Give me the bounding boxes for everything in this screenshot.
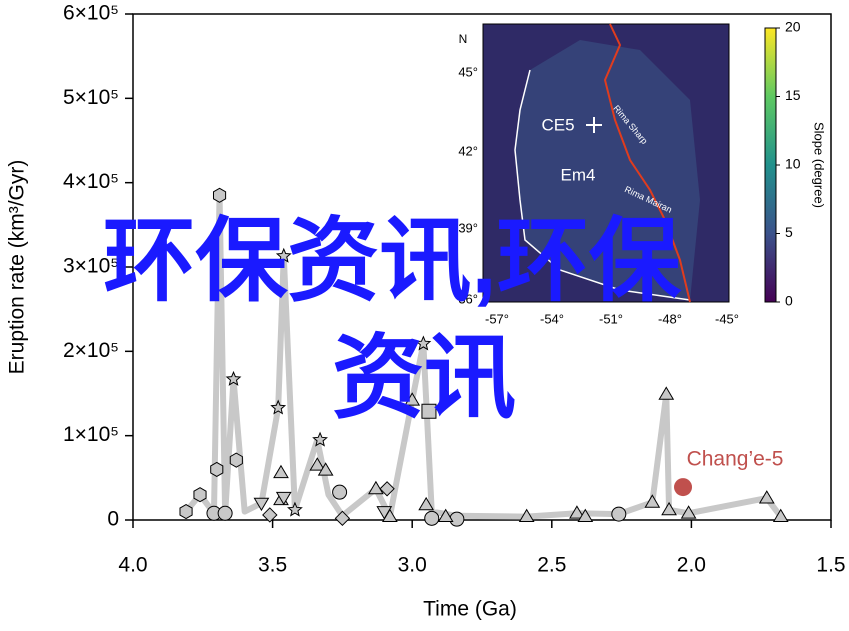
x-axis-label: Time (Ga)	[423, 598, 517, 621]
y-tick-label: 6×10⁵	[63, 2, 119, 25]
marker	[376, 506, 393, 520]
y-tick-label: 4×10⁵	[63, 170, 119, 193]
lon-label: -48°	[658, 311, 682, 326]
y-tick-label: 0	[107, 508, 119, 531]
marker	[772, 508, 789, 523]
mare-boundary	[514, 69, 691, 301]
marker	[418, 496, 435, 511]
x-tick-label: 2.0	[677, 554, 706, 577]
marker	[179, 503, 193, 520]
north-label: N	[459, 32, 468, 46]
lon-label: -51°	[599, 311, 623, 326]
marker	[379, 481, 395, 497]
lat-label: 39°	[458, 220, 478, 235]
inset-map: N45°42°39°36°-57° -54° -51° -48° -45°CE5Em4R…	[458, 19, 826, 327]
marker	[317, 462, 334, 476]
x-tick-label: 1.5	[816, 554, 845, 577]
annotation-label: Chang’e-5	[687, 448, 784, 471]
marker	[415, 335, 432, 351]
watermark: 环保资讯,环保	[103, 210, 682, 312]
marker	[287, 501, 303, 517]
marker	[217, 505, 233, 521]
lat-label: 36°	[458, 291, 478, 306]
marker	[611, 506, 627, 522]
marker	[270, 399, 287, 415]
marker	[275, 491, 292, 506]
lon-label: -54°	[540, 311, 564, 326]
marker	[210, 461, 224, 477]
x-tick-label: 3.5	[258, 554, 287, 577]
x-tick-label: 2.5	[537, 554, 566, 577]
lat-label: 45°	[458, 64, 478, 79]
marker	[275, 247, 292, 263]
watermark: 资讯	[332, 327, 516, 429]
annotation-point	[674, 478, 693, 497]
y-tick-label: 1×10⁵	[63, 423, 119, 446]
marker	[658, 386, 675, 400]
site-label: Em4	[561, 165, 596, 184]
marker	[309, 457, 326, 471]
mare-area	[515, 40, 700, 300]
marker	[404, 392, 421, 406]
x-tick-label: 4.0	[118, 554, 147, 577]
colorbar-tick-label: 10	[785, 156, 801, 172]
marker	[368, 480, 384, 495]
colorbar-tick-label: 0	[785, 293, 793, 309]
marker	[424, 510, 440, 526]
marker	[758, 490, 775, 504]
marker	[212, 187, 227, 203]
colorbar	[764, 27, 777, 303]
marker	[449, 511, 465, 527]
marker	[644, 494, 661, 508]
marker	[332, 484, 348, 500]
marker	[225, 370, 242, 386]
lat-label: 42°	[458, 143, 478, 158]
rille	[603, 23, 691, 303]
colorbar-label: Slope (degree)	[812, 122, 827, 208]
y-axis-label: Eruption rate (km³/Gyr)	[6, 160, 29, 375]
y-tick-label: 5×10⁵	[63, 86, 119, 109]
x-tick-label: 3.0	[398, 554, 427, 577]
lon-label: -45°	[715, 311, 739, 326]
marker	[518, 508, 535, 523]
marker	[437, 508, 454, 523]
y-tick-label: 2×10⁵	[63, 339, 119, 362]
marker	[577, 508, 594, 523]
lon-label: -57°	[485, 311, 509, 326]
colorbar-tick-label: 15	[785, 87, 801, 103]
marker	[312, 431, 328, 447]
colorbar-tick-label: 20	[785, 19, 801, 35]
marker	[421, 403, 437, 419]
marker	[253, 497, 270, 512]
marker	[334, 510, 351, 527]
marker	[680, 505, 697, 519]
y-tick-label: 3×10⁵	[63, 255, 119, 278]
marker	[193, 487, 207, 503]
marker	[229, 452, 243, 468]
marker	[569, 505, 585, 519]
marker	[661, 501, 677, 516]
marker	[273, 464, 289, 479]
marker	[262, 507, 278, 523]
landing-site-marker	[586, 117, 602, 133]
colorbar-tick-label: 5	[785, 224, 793, 240]
site-label: CE5	[541, 115, 574, 134]
